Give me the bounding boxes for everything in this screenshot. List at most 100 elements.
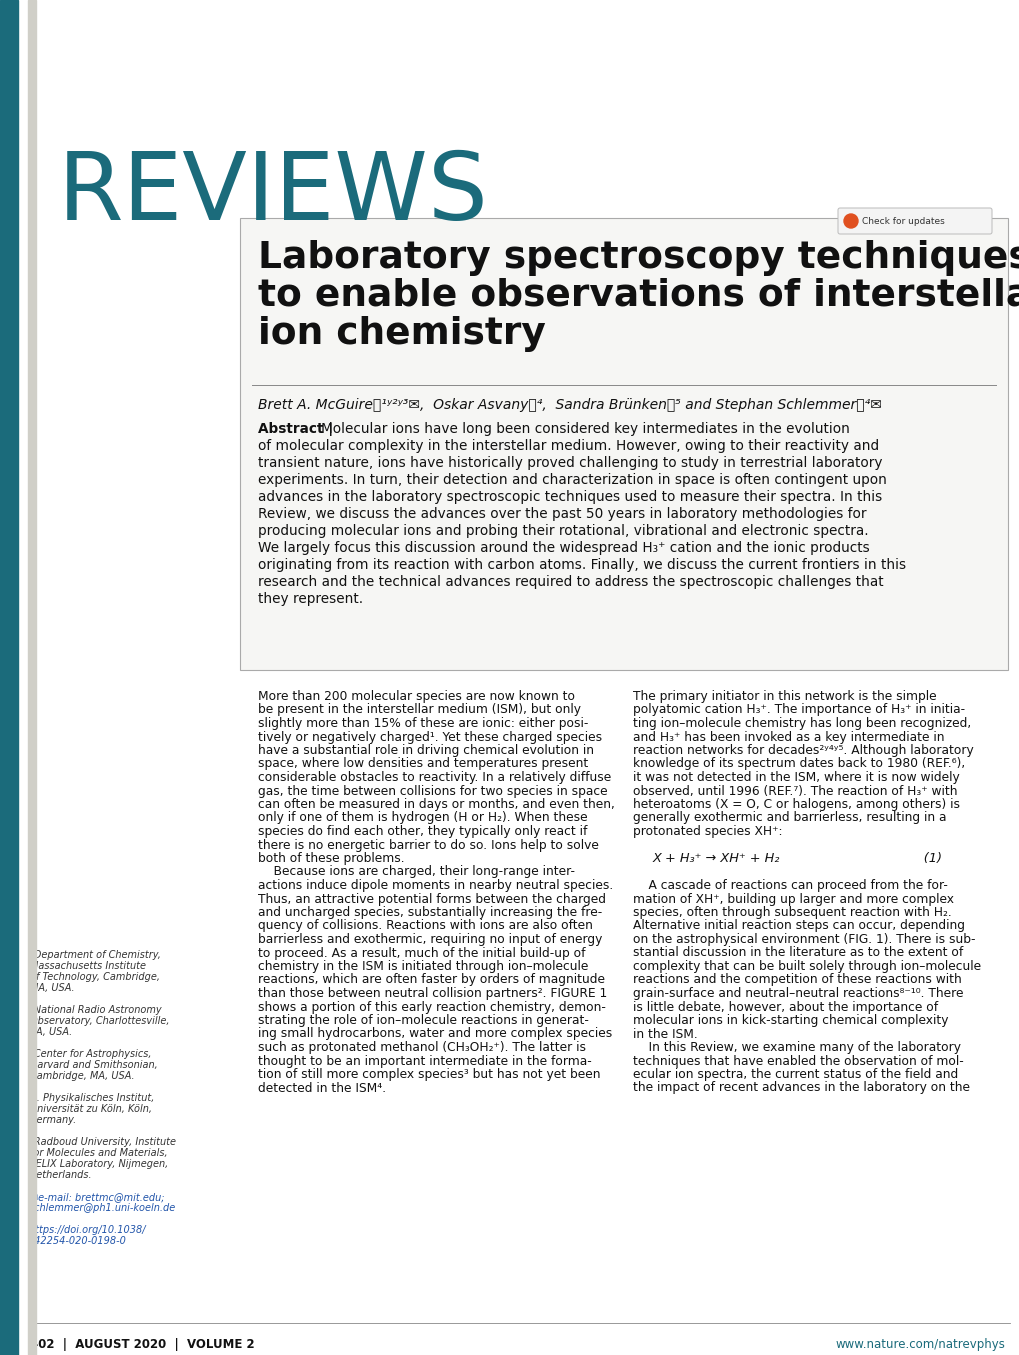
Text: We largely focus this discussion around the widespread H₃⁺ cation and the ionic : We largely focus this discussion around … — [258, 541, 869, 556]
Text: protonated species XH⁺:: protonated species XH⁺: — [633, 825, 782, 837]
Text: detected in the ISM⁴.: detected in the ISM⁴. — [258, 1081, 386, 1095]
Text: stantial discussion in the literature as to the extent of: stantial discussion in the literature as… — [633, 947, 962, 959]
Text: Observatory, Charlottesville,: Observatory, Charlottesville, — [30, 1016, 169, 1026]
Text: advances in the laboratory spectroscopic techniques used to measure their spectr: advances in the laboratory spectroscopic… — [258, 491, 881, 504]
Text: Massachusetts Institute: Massachusetts Institute — [30, 961, 146, 972]
Text: In this Review, we examine many of the laboratory: In this Review, we examine many of the l… — [633, 1041, 960, 1054]
Text: VA, USA.: VA, USA. — [30, 1027, 72, 1037]
Text: such as protonated methanol (CH₃OH₂⁺). The latter is: such as protonated methanol (CH₃OH₂⁺). T… — [258, 1041, 586, 1054]
Text: mation of XH⁺, building up larger and more complex: mation of XH⁺, building up larger and mo… — [633, 893, 953, 905]
Text: ting ion–molecule chemistry has long been recognized,: ting ion–molecule chemistry has long bee… — [633, 717, 970, 730]
Bar — [0, 0, 18, 1355]
Text: polyatomic cation H₃⁺. The importance of H₃⁺ in initia-: polyatomic cation H₃⁺. The importance of… — [633, 703, 964, 717]
Text: space, where low densities and temperatures present: space, where low densities and temperatu… — [258, 757, 588, 771]
Text: tion of still more complex species³ but has not yet been: tion of still more complex species³ but … — [258, 1068, 600, 1081]
Text: Harvard and Smithsonian,: Harvard and Smithsonian, — [30, 1060, 158, 1070]
Text: than those between neutral collision partners². FIGURE 1: than those between neutral collision par… — [258, 986, 606, 1000]
Text: ing small hydrocarbons, water and more complex species: ing small hydrocarbons, water and more c… — [258, 1027, 611, 1041]
Text: knowledge of its spectrum dates back to 1980 (REF.⁶),: knowledge of its spectrum dates back to … — [633, 757, 964, 771]
Text: strating the role of ion–molecule reactions in generat-: strating the role of ion–molecule reacti… — [258, 1014, 588, 1027]
Text: observed, until 1996 (REF.⁷). The reaction of H₃⁺ with: observed, until 1996 (REF.⁷). The reacti… — [633, 785, 957, 798]
Text: schlemmer@ph1.uni-koeln.de: schlemmer@ph1.uni-koeln.de — [30, 1203, 176, 1213]
Text: Molecular ions have long been considered key intermediates in the evolution: Molecular ions have long been considered… — [321, 421, 849, 436]
Text: ion chemistry: ion chemistry — [258, 316, 545, 352]
Text: FELIX Laboratory, Nijmegen,: FELIX Laboratory, Nijmegen, — [30, 1159, 168, 1169]
Text: species do find each other, they typically only react if: species do find each other, they typical… — [258, 825, 587, 837]
Text: Universität zu Köln, Köln,: Universität zu Köln, Köln, — [30, 1104, 152, 1114]
Text: A cascade of reactions can proceed from the for-: A cascade of reactions can proceed from … — [633, 879, 947, 892]
Text: producing molecular ions and probing their rotational, vibrational and electroni: producing molecular ions and probing the… — [258, 524, 868, 538]
Text: and uncharged species, substantially increasing the fre-: and uncharged species, substantially inc… — [258, 906, 601, 919]
Text: shows a portion of this early reaction chemistry, demon-: shows a portion of this early reaction c… — [258, 1000, 605, 1014]
Text: gas, the time between collisions for two species in space: gas, the time between collisions for two… — [258, 785, 607, 798]
Text: ³Center for Astrophysics,: ³Center for Astrophysics, — [30, 1049, 152, 1060]
Text: ✉e-mail: brettmc@mit.edu;: ✉e-mail: brettmc@mit.edu; — [30, 1192, 164, 1202]
Text: reaction networks for decades²ʸ⁴ʸ⁵. Although laboratory: reaction networks for decades²ʸ⁴ʸ⁵. Alth… — [633, 744, 973, 757]
Bar — [28, 0, 36, 1355]
Text: Laboratory spectroscopy techniques: Laboratory spectroscopy techniques — [258, 240, 1019, 276]
Text: species, often through subsequent reaction with H₂.: species, often through subsequent reacti… — [633, 906, 951, 919]
Text: experiments. In turn, their detection and characterization in space is often con: experiments. In turn, their detection an… — [258, 473, 886, 486]
Text: reactions and the competition of these reactions with: reactions and the competition of these r… — [633, 973, 961, 986]
Text: in the ISM.: in the ISM. — [633, 1027, 697, 1041]
Text: they represent.: they represent. — [258, 592, 363, 606]
Text: have a substantial role in driving chemical evolution in: have a substantial role in driving chemi… — [258, 744, 593, 757]
Text: the impact of recent advances in the laboratory on the: the impact of recent advances in the lab… — [633, 1081, 969, 1095]
Text: s42254-020-0198-0: s42254-020-0198-0 — [30, 1236, 126, 1247]
Text: ¹Department of Chemistry,: ¹Department of Chemistry, — [30, 950, 161, 959]
Text: both of these problems.: both of these problems. — [258, 852, 405, 864]
Text: research and the technical advances required to address the spectroscopic challe: research and the technical advances requ… — [258, 575, 882, 589]
Circle shape — [843, 214, 857, 228]
Text: heteroatoms (X = O, C or halogens, among others) is: heteroatoms (X = O, C or halogens, among… — [633, 798, 959, 812]
Text: only if one of them is hydrogen (H or H₂). When these: only if one of them is hydrogen (H or H₂… — [258, 812, 587, 824]
Text: More than 200 molecular species are now known to: More than 200 molecular species are now … — [258, 690, 575, 703]
Text: slightly more than 15% of these are ionic: either posi-: slightly more than 15% of these are ioni… — [258, 717, 588, 730]
Text: ⁴I. Physikalisches Institut,: ⁴I. Physikalisches Institut, — [30, 1093, 154, 1103]
Text: molecular ions in kick-starting chemical complexity: molecular ions in kick-starting chemical… — [633, 1014, 948, 1027]
Text: it was not detected in the ISM, where it is now widely: it was not detected in the ISM, where it… — [633, 771, 959, 785]
Text: Review, we discuss the advances over the past 50 years in laboratory methodologi: Review, we discuss the advances over the… — [258, 507, 866, 522]
Text: complexity that can be built solely through ion–molecule: complexity that can be built solely thro… — [633, 959, 980, 973]
Text: for Molecules and Materials,: for Molecules and Materials, — [30, 1148, 167, 1159]
Text: Thus, an attractive potential forms between the charged: Thus, an attractive potential forms betw… — [258, 893, 605, 905]
Text: ⁵Radboud University, Institute: ⁵Radboud University, Institute — [30, 1137, 176, 1146]
Text: to enable observations of interstellar: to enable observations of interstellar — [258, 278, 1019, 314]
Text: of molecular complexity in the interstellar medium. However, owing to their reac: of molecular complexity in the interstel… — [258, 439, 878, 453]
Text: reactions, which are often faster by orders of magnitude: reactions, which are often faster by ord… — [258, 973, 604, 986]
Text: ecular ion spectra, the current status of the field and: ecular ion spectra, the current status o… — [633, 1068, 957, 1081]
Text: Abstract |: Abstract | — [258, 421, 337, 436]
FancyBboxPatch shape — [838, 209, 991, 234]
Text: 402  |  AUGUST 2020  |  VOLUME 2: 402 | AUGUST 2020 | VOLUME 2 — [30, 1337, 255, 1351]
Text: Cambridge, MA, USA.: Cambridge, MA, USA. — [30, 1070, 135, 1081]
Text: and H₃⁺ has been invoked as a key intermediate in: and H₃⁺ has been invoked as a key interm… — [633, 730, 944, 744]
Text: considerable obstacles to reactivity. In a relatively diffuse: considerable obstacles to reactivity. In… — [258, 771, 610, 785]
Text: be present in the interstellar medium (ISM), but only: be present in the interstellar medium (I… — [258, 703, 581, 717]
Text: actions induce dipole moments in nearby neutral species.: actions induce dipole moments in nearby … — [258, 879, 612, 892]
Text: thought to be an important intermediate in the forma-: thought to be an important intermediate … — [258, 1054, 591, 1068]
Text: Because ions are charged, their long-range inter-: Because ions are charged, their long-ran… — [258, 866, 575, 878]
Text: grain-surface and neutral–neutral reactions⁸⁻¹⁰. There: grain-surface and neutral–neutral reacti… — [633, 986, 963, 1000]
Text: Brett A. McGuireⓘ¹ʸ²ʸ³✉,  Oskar Asvanyⓘ⁴,  Sandra Brünkenⓘ⁵ and Stephan Schlemme: Brett A. McGuireⓘ¹ʸ²ʸ³✉, Oskar Asvanyⓘ⁴,… — [258, 398, 881, 412]
Text: https://doi.org/10.1038/: https://doi.org/10.1038/ — [30, 1225, 147, 1234]
Text: Netherlands.: Netherlands. — [30, 1169, 93, 1180]
Text: generally exothermic and barrierless, resulting in a: generally exothermic and barrierless, re… — [633, 812, 946, 824]
Text: REVIEWS: REVIEWS — [58, 148, 488, 240]
Text: MA, USA.: MA, USA. — [30, 982, 74, 993]
Text: originating from its reaction with carbon atoms. Finally, we discuss the current: originating from its reaction with carbo… — [258, 558, 905, 572]
Text: is little debate, however, about the importance of: is little debate, however, about the imp… — [633, 1000, 937, 1014]
Text: Germany.: Germany. — [30, 1115, 77, 1125]
Text: Alternative initial reaction steps can occur, depending: Alternative initial reaction steps can o… — [633, 920, 964, 932]
Text: of Technology, Cambridge,: of Technology, Cambridge, — [30, 972, 160, 982]
Text: X + H₃⁺ → XH⁺ + H₂                                   (1): X + H₃⁺ → XH⁺ + H₂ (1) — [652, 852, 943, 864]
Text: tively or negatively charged¹. Yet these charged species: tively or negatively charged¹. Yet these… — [258, 730, 601, 744]
Text: on the astrophysical environment (FIG. 1). There is sub-: on the astrophysical environment (FIG. 1… — [633, 934, 974, 946]
Text: www.nature.com/natrevphys: www.nature.com/natrevphys — [835, 1337, 1004, 1351]
FancyBboxPatch shape — [239, 218, 1007, 669]
Text: chemistry in the ISM is initiated through ion–molecule: chemistry in the ISM is initiated throug… — [258, 959, 588, 973]
Text: techniques that have enabled the observation of mol-: techniques that have enabled the observa… — [633, 1054, 963, 1068]
Text: Check for updates: Check for updates — [861, 217, 944, 225]
Text: transient nature, ions have historically proved challenging to study in terrestr: transient nature, ions have historically… — [258, 457, 881, 470]
Text: quency of collisions. Reactions with ions are also often: quency of collisions. Reactions with ion… — [258, 920, 592, 932]
Text: to proceed. As a result, much of the initial build-up of: to proceed. As a result, much of the ini… — [258, 947, 585, 959]
Text: there is no energetic barrier to do so. Ions help to solve: there is no energetic barrier to do so. … — [258, 839, 598, 851]
